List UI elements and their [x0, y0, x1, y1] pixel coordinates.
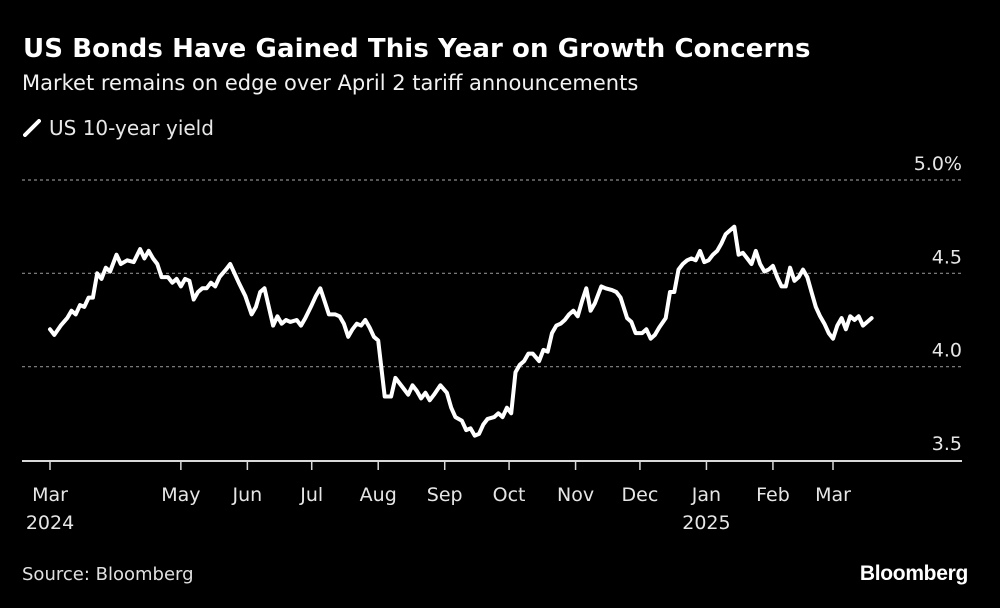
x-tick-label: Mar [32, 484, 68, 506]
x-tick-label: Jan [691, 484, 721, 506]
legend: US 10-year yield [23, 116, 214, 140]
series-line-us-10-year-yield [48, 224, 874, 438]
x-tick-label: Aug [360, 484, 397, 506]
x-tick-label: Feb [756, 484, 790, 506]
x-tick-year-label: 2025 [682, 512, 730, 534]
x-tick-label: Oct [493, 484, 526, 506]
x-tick-label: Mar [815, 484, 851, 506]
legend-label: US 10-year yield [49, 116, 214, 140]
y-tick-label: 5.0% [914, 153, 962, 175]
y-tick-label: 3.5 [932, 433, 962, 455]
x-tick-label: Sep [427, 484, 463, 506]
y-tick-label: 4.5 [932, 246, 962, 268]
chart-title: US Bonds Have Gained This Year on Growth… [23, 34, 811, 64]
y-tick-label: 4.0 [932, 340, 962, 362]
bloomberg-logo: Bloomberg [859, 562, 968, 585]
x-tick-label: Jun [232, 484, 263, 506]
line-swatch-icon [23, 119, 41, 137]
chart-subtitle: Market remains on edge over April 2 tari… [22, 71, 639, 95]
x-tick-year-label: 2024 [26, 512, 74, 534]
source-note: Source: Bloomberg [22, 564, 194, 585]
x-tick-label: Jul [299, 484, 323, 506]
x-tick-label: Nov [557, 484, 594, 506]
x-tick-label: May [161, 484, 200, 506]
x-tick-label: Dec [622, 484, 659, 506]
